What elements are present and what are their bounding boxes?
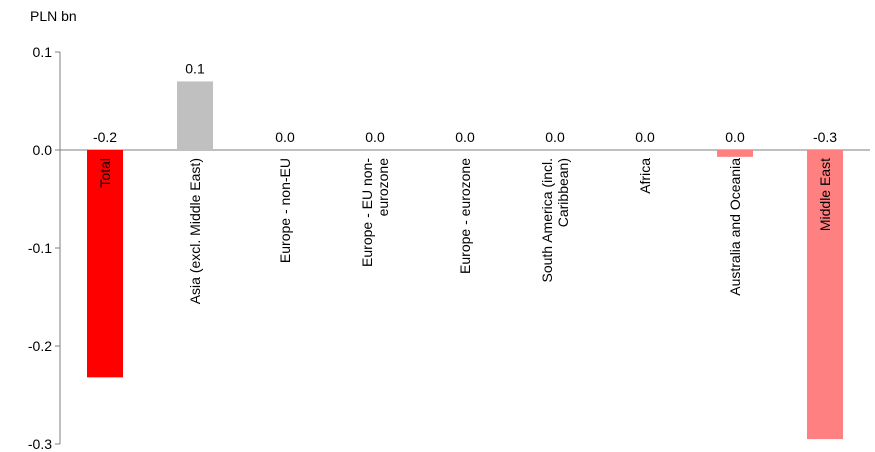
axes: 0.1 0.0 -0.1 -0.2 -0.3 [28,44,870,452]
data-label: -0.2 [93,129,117,145]
category-label: Total [97,158,113,188]
svg-text:Europe - non-EU: Europe - non-EU [277,158,293,263]
data-label: 0.0 [275,129,295,145]
data-label: 0.1 [185,60,205,76]
category-label: Africa [637,158,653,194]
category-label: Asia (excl. Middle East) [187,158,203,304]
category-label: Europe - non-EU [277,158,293,263]
bar [177,81,213,150]
data-label: 0.0 [545,129,565,145]
svg-text:Asia (excl. Middle East): Asia (excl. Middle East) [187,158,203,304]
y-tick-label: 0.1 [33,44,53,60]
svg-text:Europe - eurozone: Europe - eurozone [457,158,473,274]
svg-text:South America (incl.Caribbean): South America (incl.Caribbean) [539,158,571,283]
svg-text:Africa: Africa [637,158,653,194]
data-label: 0.0 [365,129,385,145]
svg-text:Europe - EU non-eurozone: Europe - EU non-eurozone [359,158,391,267]
svg-text:Total: Total [97,158,113,188]
svg-text:Middle East: Middle East [817,158,833,231]
y-tick-label: -0.3 [28,436,52,452]
category-label: Europe - eurozone [457,158,473,274]
data-label: 0.0 [725,129,745,145]
bar [807,150,843,440]
bars [87,81,843,440]
y-unit-label: PLN bn [30,8,77,24]
y-tick-label: 0.0 [33,142,53,158]
category-label: Middle East [817,158,833,231]
category-label: South America (incl.Caribbean) [539,158,571,283]
y-tick-label: -0.2 [28,338,52,354]
svg-text:Australia and Oceania: Australia and Oceania [727,158,743,296]
data-labels: -0.2 0.1 0.0 0.0 0.0 0.0 0.0 0.0 -0.3 [93,60,837,145]
data-label: 0.0 [635,129,655,145]
data-label: -0.3 [813,129,837,145]
category-label: Europe - EU non-eurozone [359,158,391,267]
bar [87,150,123,378]
category-label: Australia and Oceania [727,158,743,296]
category-labels: Total Asia (excl. Middle East) Europe - no… [97,158,833,305]
y-tick-label: -0.1 [28,240,52,256]
data-label: 0.0 [455,129,475,145]
bar [717,150,753,157]
